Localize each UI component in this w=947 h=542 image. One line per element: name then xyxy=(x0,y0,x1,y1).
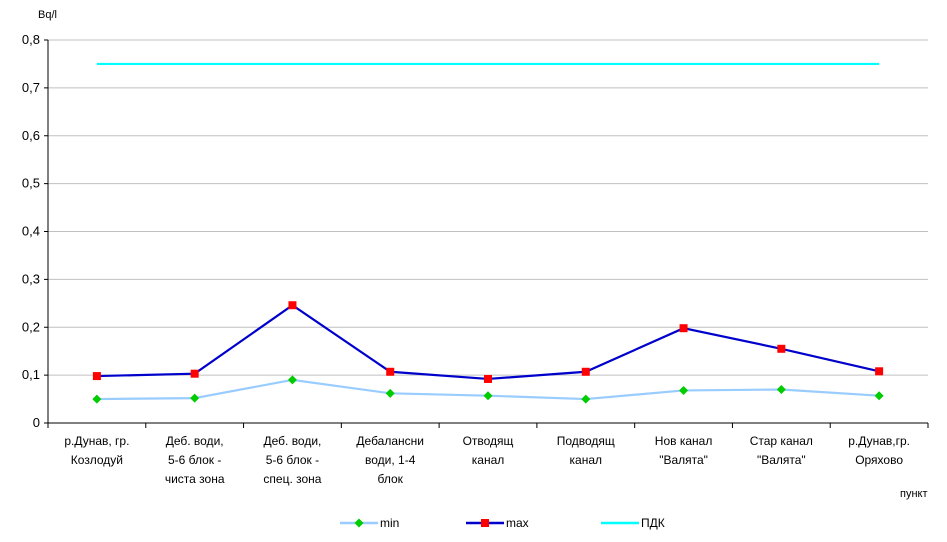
y-tick-label: 0,3 xyxy=(22,271,40,286)
legend-marker-min xyxy=(354,518,364,528)
y-tick-label: 0,6 xyxy=(22,128,40,143)
point-min xyxy=(874,391,884,401)
point-max xyxy=(777,344,786,353)
x-tick-label: Нов канал "Валята" xyxy=(655,434,713,467)
y-tick-label: 0,1 xyxy=(22,367,40,382)
point-max xyxy=(679,324,688,333)
x-tick-label: Деб. води, 5-6 блок -спец. зона xyxy=(263,434,321,486)
point-max xyxy=(190,369,199,378)
point-min xyxy=(190,393,200,403)
x-tick-label: р.Дунав,гр. Оряхово xyxy=(848,434,910,467)
point-min xyxy=(483,391,493,401)
y-tick-label: 0,7 xyxy=(22,80,40,95)
x-tick-label: Стар канал "Валята" xyxy=(750,434,813,467)
x-tick-label: Подводящ канал xyxy=(557,434,615,467)
point-max xyxy=(386,367,395,376)
point-min xyxy=(92,394,102,404)
y-tick-label: 0,2 xyxy=(22,319,40,334)
y-axis-title: Bq/l xyxy=(38,9,57,21)
y-tick-label: 0,8 xyxy=(22,32,40,47)
legend-label-max: max xyxy=(506,516,529,530)
y-tick-label: 0,4 xyxy=(22,224,40,239)
point-max xyxy=(581,367,590,376)
x-tick-label: Отводящ канал xyxy=(463,434,514,467)
legend-label-min: min xyxy=(380,516,399,530)
point-min xyxy=(385,388,395,398)
legend-marker-max xyxy=(481,519,489,527)
point-min xyxy=(679,385,689,395)
point-max xyxy=(288,301,297,310)
x-tick-label: Дебалансни води, 1-4 блок xyxy=(356,434,424,486)
y-tick-label: 0,5 xyxy=(22,176,40,191)
point-max xyxy=(875,367,884,376)
y-tick-label: 0 xyxy=(33,415,40,430)
point-max xyxy=(484,374,492,383)
series-line-max xyxy=(96,303,880,381)
legend-label-ПДК: ПДК xyxy=(641,516,665,530)
point-min xyxy=(581,394,591,404)
x-tick-label: р.Дунав, гр. Козлодуй xyxy=(64,434,129,467)
point-max xyxy=(92,372,101,381)
point-min xyxy=(287,375,297,385)
x-axis-title: пункт xyxy=(900,488,928,500)
point-min xyxy=(776,384,786,394)
x-tick-label: Деб. води, 5-6 блок -чиста зона xyxy=(165,434,225,486)
